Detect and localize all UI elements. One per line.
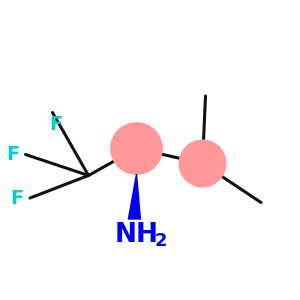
Polygon shape (128, 174, 140, 219)
Circle shape (178, 140, 226, 188)
Text: F: F (6, 145, 20, 164)
Text: F: F (11, 188, 24, 208)
Text: F: F (49, 116, 62, 134)
Text: NH: NH (115, 223, 158, 248)
Circle shape (110, 122, 163, 175)
Text: 2: 2 (154, 232, 167, 250)
